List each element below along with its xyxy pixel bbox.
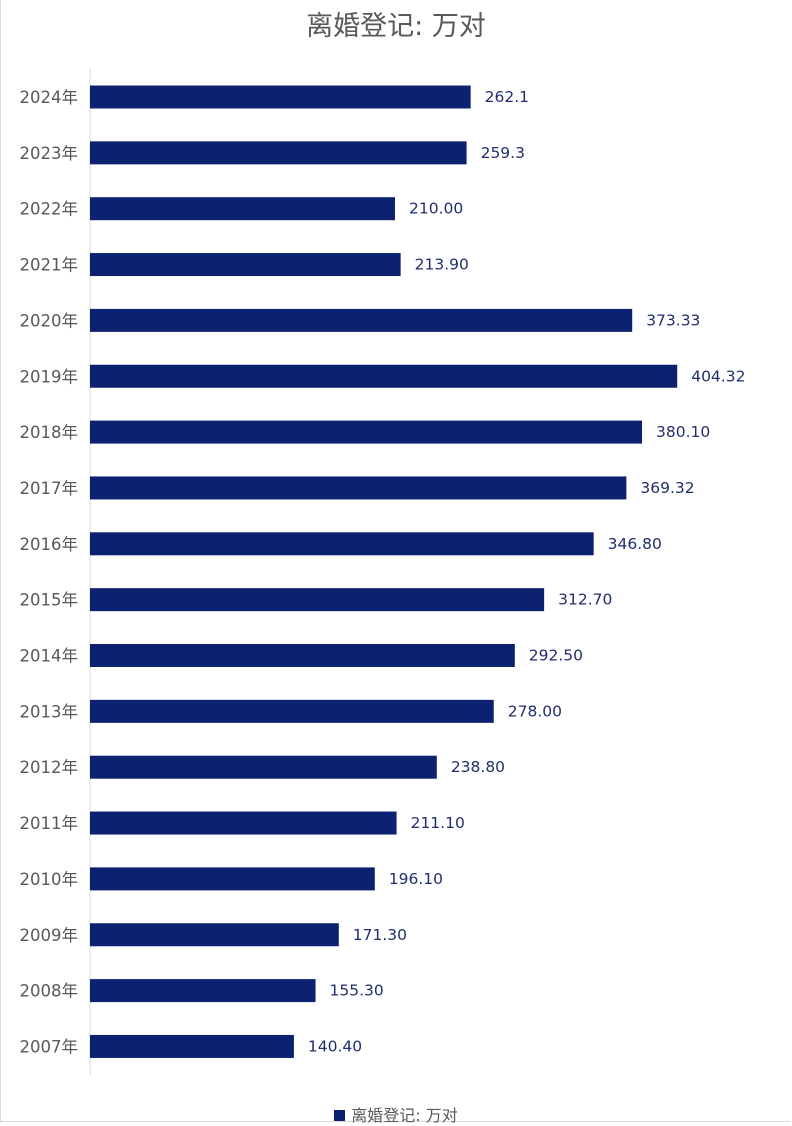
category-label: 2024年 — [20, 88, 79, 107]
bar-chart: 2024年 262.1 2023年 259.3 2022年 210.00 2021年 213.… — [20, 68, 745, 1075]
bar — [90, 979, 316, 1003]
bar — [90, 141, 467, 165]
bar — [90, 253, 401, 277]
category-label: 2014年 — [20, 647, 79, 666]
category-label: 2019年 — [20, 367, 79, 386]
category-label: 2013年 — [20, 702, 79, 721]
bar — [90, 420, 643, 444]
bar — [90, 588, 545, 612]
chart-title: 离婚登记: 万对 — [306, 11, 486, 42]
legend-label: 离婚登记: 万对 — [351, 1106, 458, 1125]
bar — [90, 867, 375, 891]
bar — [90, 532, 594, 556]
value-label: 278.00 — [508, 702, 562, 720]
bar — [90, 644, 515, 667]
legend: 离婚登记: 万对 — [0, 1102, 792, 1126]
legend-swatch — [334, 1110, 346, 1121]
value-label: 346.80 — [608, 535, 662, 553]
value-label: 373.33 — [646, 311, 700, 329]
bar — [90, 1034, 294, 1058]
category-label: 2017年 — [20, 479, 79, 498]
category-label: 2022年 — [20, 200, 79, 219]
bar — [90, 923, 339, 947]
value-label: 171.30 — [353, 926, 407, 944]
category-label: 2010年 — [20, 870, 79, 889]
category-label: 2009年 — [20, 926, 79, 945]
value-label: 404.32 — [691, 367, 745, 385]
bar — [90, 197, 395, 221]
bar — [90, 699, 494, 723]
value-label: 238.80 — [451, 758, 505, 776]
category-label: 2021年 — [20, 256, 79, 275]
value-label: 140.40 — [308, 1037, 362, 1055]
value-label: 369.32 — [640, 479, 694, 497]
category-label: 2011年 — [20, 814, 79, 833]
bar — [90, 85, 471, 109]
value-label: 259.3 — [481, 144, 525, 162]
bar — [90, 364, 678, 388]
category-label: 2012年 — [20, 758, 79, 777]
category-label: 2016年 — [20, 535, 79, 554]
value-label: 211.10 — [411, 814, 465, 832]
value-label: 210.00 — [409, 200, 463, 218]
value-label: 213.90 — [415, 256, 469, 274]
bar — [90, 755, 437, 779]
category-label: 2015年 — [20, 591, 79, 610]
value-label: 312.70 — [558, 591, 612, 609]
value-label: 380.10 — [656, 423, 710, 441]
category-label: 2007年 — [20, 1037, 79, 1056]
value-label: 292.50 — [529, 647, 583, 665]
bar — [90, 476, 627, 500]
category-label: 2020年 — [20, 311, 79, 330]
value-label: 196.10 — [389, 870, 443, 888]
bar — [90, 308, 633, 332]
category-label: 2008年 — [20, 982, 79, 1001]
value-label: 262.1 — [485, 88, 529, 106]
bar — [90, 811, 397, 835]
category-label: 2018年 — [20, 423, 79, 442]
value-label: 155.30 — [330, 982, 384, 1000]
category-label: 2023年 — [20, 144, 79, 163]
